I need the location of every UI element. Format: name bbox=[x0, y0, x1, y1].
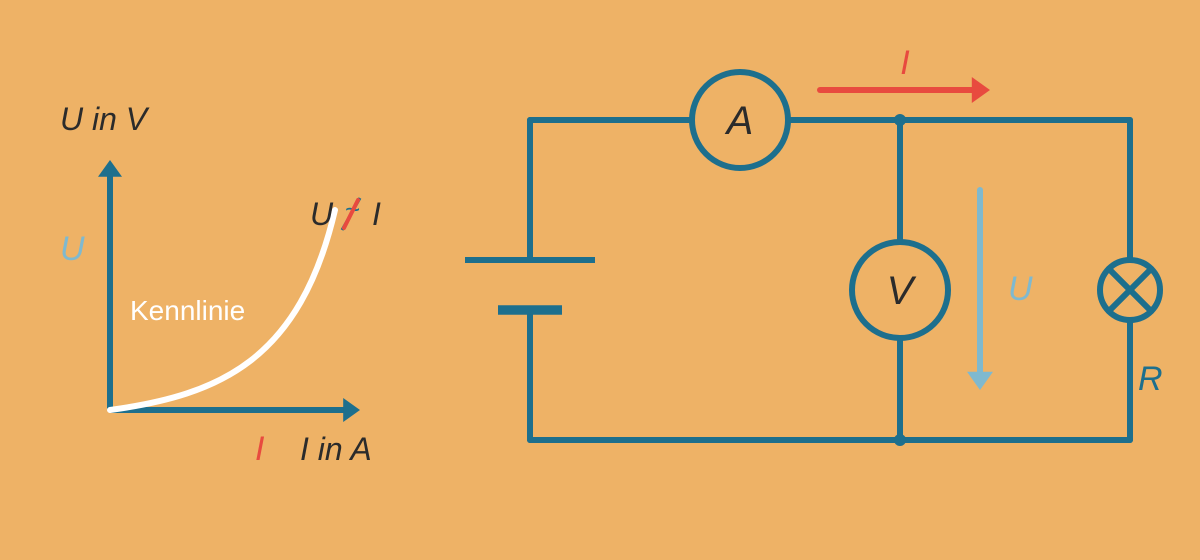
y-axis-label: U in V bbox=[60, 101, 150, 137]
relation-i: I bbox=[372, 196, 381, 232]
u-axis-marker: U bbox=[60, 230, 85, 268]
i-axis-marker: I bbox=[255, 430, 265, 468]
relation-u: U bbox=[310, 196, 334, 232]
resistance-label: R bbox=[1138, 360, 1163, 398]
node-bottom bbox=[894, 434, 906, 446]
node-top bbox=[894, 114, 906, 126]
ammeter-label: A bbox=[725, 99, 754, 143]
current-label: I bbox=[900, 44, 910, 82]
curve-label: Kennlinie bbox=[130, 295, 245, 326]
x-axis-label: I in A bbox=[300, 431, 372, 467]
voltage-label: U bbox=[1008, 270, 1033, 308]
diagram-canvas: U in VI in AUIKennlinieU~IAVIUR bbox=[0, 0, 1200, 560]
voltmeter-label: V bbox=[887, 269, 917, 313]
